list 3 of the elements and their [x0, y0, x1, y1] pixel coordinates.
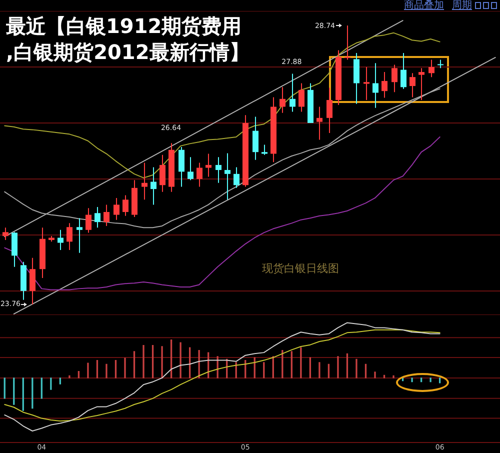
text: 最近【白银1912期货费用,白银期货2012最新行情】: [6, 13, 250, 65]
annotation: 周期: [452, 0, 472, 12]
text: 现货白银日线图: [262, 262, 339, 275]
